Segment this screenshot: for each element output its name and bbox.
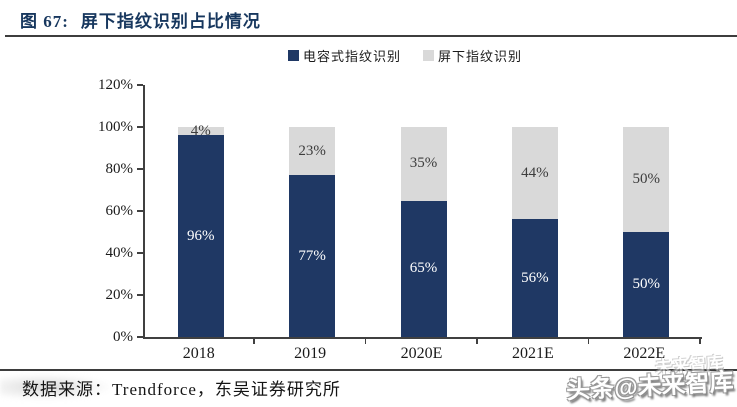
y-axis-label-100%: 100% [98,119,133,135]
legend-item-1: 屏下指纹识别 [423,46,522,65]
title-divider [5,35,737,37]
bar-label: 50% [632,171,661,187]
figure-title: 图 67: 屏下指纹识别占比情况 [20,7,261,32]
bar-label: 44% [521,164,549,181]
x-axis-label-2022E: 2022E [623,345,666,362]
bar-label: 4% [190,122,211,139]
y-axis-label-0%: 0% [113,329,133,345]
bar-label: 96% [186,227,215,244]
legend-swatch-icon [288,50,299,61]
y-tick-mark [137,336,143,338]
legend-swatch-icon [423,50,435,61]
bar-segment-2020E-series1: 35% [400,127,447,201]
y-axis-label-40%: 40% [105,245,134,261]
chart-legend: 电容式指纹识别 屏下指纹识别 [288,46,522,65]
bar-segment-2019-series0: 77% [289,175,336,337]
figure-title-text: 屏下指纹识别占比情况 [80,12,261,31]
bar-segment-2022E-series1: 50% [623,127,670,232]
bar-segment-2020E-series0: 65% [400,200,447,337]
y-tick-mark [137,210,143,212]
x-tick-mark [253,339,255,344]
y-tick-mark [137,294,143,296]
bar-label: 50% [632,276,661,292]
x-axis-label-2021E: 2021E [512,345,554,362]
y-axis-label-120%: 120% [98,77,133,93]
figure-number: 图 67: [20,12,69,31]
x-tick-mark [587,339,590,344]
bar-segment-2021E-series1: 44% [511,127,558,220]
bar-2019: 23% 77% [289,127,336,337]
x-axis-label-2018: 2018 [182,345,215,362]
watermark: 头条@未来智库 [565,368,734,405]
x-tick-mark [364,339,367,344]
footer-divider [0,369,737,371]
y-axis-label-80%: 80% [105,161,134,177]
bar-2020E: 35% 65% [400,127,447,337]
bar-segment-2018-series1: 4% [177,123,224,138]
bar-label: 23% [298,142,326,159]
bar-label: 35% [409,155,438,172]
bar-label: 77% [298,247,326,264]
bar-2018: 4% 96% [177,123,224,337]
source-note: 数据来源：Trendforce，东吴证券研究所 [22,380,341,399]
x-axis-label-2019: 2019 [294,345,327,362]
y-tick-mark [137,252,143,254]
bar-segment-2019-series1: 23% [289,127,336,176]
legend-label: 电容式指纹识别 [303,49,402,64]
y-tick-mark [137,84,143,86]
bar-label: 56% [521,269,549,286]
y-axis-label-20%: 20% [105,287,134,303]
x-tick-mark [476,339,478,344]
y-tick-mark [137,126,143,128]
bar-label: 65% [409,260,438,277]
bar-2021E: 44% 56% [511,127,558,337]
legend-label: 屏下指纹识别 [438,49,523,64]
bar-segment-2018-series0: 96% [177,135,224,337]
x-tick-mark [699,339,701,344]
y-axis-label-60%: 60% [105,203,134,219]
bar-segment-2022E-series0: 50% [623,232,670,337]
bar-2022E: 50% 50% [623,127,670,337]
y-tick-mark [137,168,143,170]
bar-segment-2021E-series0: 56% [511,219,558,337]
plot-area: 4% 96% 23% 77% 35% 65% 44% 56% 50% 50% [143,85,702,339]
x-axis-label-2020E: 2020E [400,345,443,362]
legend-item-0: 电容式指纹识别 [288,46,401,65]
